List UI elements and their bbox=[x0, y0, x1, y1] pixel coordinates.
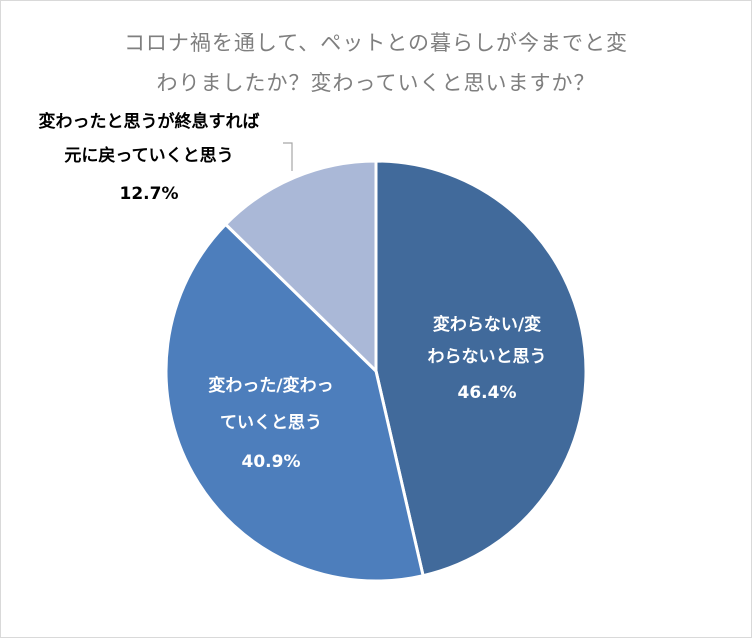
slice-label-unchanged-line-2: わらないと思う bbox=[428, 347, 547, 367]
leader-line-revert bbox=[283, 142, 293, 171]
slice-value-changed: 40.9% bbox=[242, 452, 301, 472]
pie-slice-changed bbox=[164, 222, 425, 583]
pie-slice-unchanged bbox=[374, 159, 588, 578]
slice-value-unchanged: 46.4% bbox=[458, 383, 517, 403]
slice-value-revert: 12.7% bbox=[120, 184, 179, 204]
chart-title-line-1: コロナ禍を通して、ペットとの暮らしが今までと変 bbox=[123, 31, 629, 55]
slice-label-changed-line-2: ていくと思う bbox=[220, 413, 322, 433]
pie-slices bbox=[164, 159, 588, 583]
slice-label-unchanged-line-1: 変わらない/変 bbox=[433, 314, 541, 335]
chart-title-line-2: わりましたか？変わっていくと思いますか？ bbox=[156, 71, 596, 95]
pie-slice-revert bbox=[224, 159, 378, 373]
slice-label-changed-line-1: 変わった/変わっ bbox=[208, 375, 333, 396]
slice-label-revert-line-1: 変わったと思うが終息すれば bbox=[39, 111, 260, 132]
slice-label-revert-line-2: 元に戻っていくと思う bbox=[64, 145, 233, 166]
